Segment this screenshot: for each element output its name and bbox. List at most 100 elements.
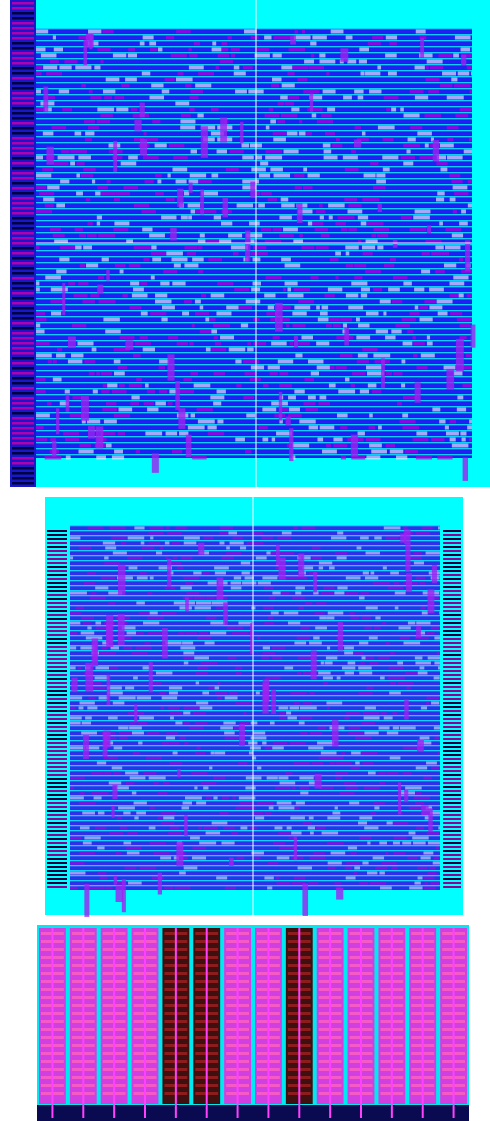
- cell: [269, 371, 278, 376]
- cell: [403, 143, 421, 148]
- cell: [126, 631, 136, 635]
- cell: [199, 233, 205, 238]
- cell: [122, 293, 128, 298]
- cell: [133, 353, 141, 358]
- cell: [360, 661, 365, 665]
- cell: [86, 263, 99, 268]
- cell: [327, 611, 344, 615]
- cell: [84, 359, 96, 364]
- bottom-rail: [37, 1105, 469, 1121]
- via-column: [95, 426, 104, 449]
- io-pad: [47, 734, 67, 736]
- via-column: [340, 48, 349, 62]
- cell: [312, 556, 323, 560]
- cell: [216, 876, 228, 880]
- cell: [150, 251, 167, 256]
- cell: [353, 871, 358, 875]
- cell: [365, 239, 378, 244]
- io-pad: [443, 682, 461, 684]
- cell: [190, 836, 200, 840]
- cell: [133, 676, 138, 680]
- cell: [139, 41, 145, 46]
- io-pad: [47, 730, 67, 732]
- cell: [279, 711, 285, 715]
- cell: [403, 281, 412, 286]
- cell: [104, 886, 113, 890]
- io-pad: [12, 177, 34, 180]
- cell: [326, 701, 343, 705]
- via-column: [278, 391, 283, 421]
- cell: [113, 746, 123, 750]
- cell: [295, 801, 305, 805]
- via-column: [85, 662, 94, 692]
- cell: [70, 646, 77, 650]
- cell: [345, 786, 359, 790]
- cell: [346, 711, 360, 715]
- io-pad: [12, 57, 34, 60]
- metal-row: [36, 322, 472, 324]
- cell: [185, 581, 193, 585]
- cell: [317, 437, 324, 442]
- cell: [165, 431, 178, 436]
- cell: [281, 65, 293, 70]
- cell: [304, 59, 315, 64]
- cell: [408, 806, 423, 810]
- cell: [146, 137, 159, 142]
- cell: [75, 606, 85, 610]
- cell: [163, 269, 178, 274]
- cell: [383, 716, 393, 720]
- cell: [238, 761, 248, 765]
- cell: [227, 656, 237, 660]
- cell: [456, 317, 472, 322]
- cell: [322, 681, 329, 685]
- cell: [70, 836, 82, 840]
- io-pad: [443, 798, 461, 800]
- cell: [245, 299, 261, 304]
- cell: [295, 353, 303, 358]
- cell: [426, 761, 437, 765]
- cell: [356, 137, 369, 142]
- cell: [267, 197, 278, 202]
- io-pad: [47, 594, 67, 596]
- via-column: [56, 408, 60, 435]
- cell: [52, 359, 57, 364]
- cell: [130, 401, 140, 406]
- cell: [361, 245, 376, 250]
- cell: [113, 771, 121, 775]
- metal-row: [70, 835, 440, 837]
- io-pad: [12, 287, 34, 290]
- io-pad: [47, 738, 67, 740]
- cell: [100, 191, 116, 196]
- cell: [351, 455, 365, 460]
- cell: [153, 781, 159, 785]
- io-pad: [47, 854, 67, 856]
- metal-row: [70, 855, 440, 857]
- cell: [431, 251, 442, 256]
- cell: [282, 227, 298, 232]
- cell: [70, 611, 81, 615]
- cell: [437, 455, 453, 460]
- cell: [432, 407, 441, 412]
- cell: [344, 716, 350, 720]
- cell: [97, 846, 105, 850]
- cell: [335, 365, 347, 370]
- cell: [367, 841, 371, 845]
- metal-row: [36, 160, 472, 162]
- io-pad: [47, 886, 67, 888]
- cell: [450, 311, 463, 316]
- cell: [345, 377, 350, 382]
- cell: [351, 281, 368, 286]
- cell: [190, 413, 195, 418]
- io-pad: [12, 277, 34, 280]
- cell: [130, 721, 137, 725]
- io-pad: [47, 818, 67, 820]
- cell: [70, 716, 82, 720]
- cell: [443, 263, 457, 268]
- cell: [202, 691, 210, 695]
- io-pad: [443, 754, 461, 756]
- io-pad: [443, 634, 461, 636]
- via-column: [97, 284, 104, 293]
- cell: [235, 89, 247, 94]
- cell: [354, 866, 361, 870]
- cell: [213, 796, 218, 800]
